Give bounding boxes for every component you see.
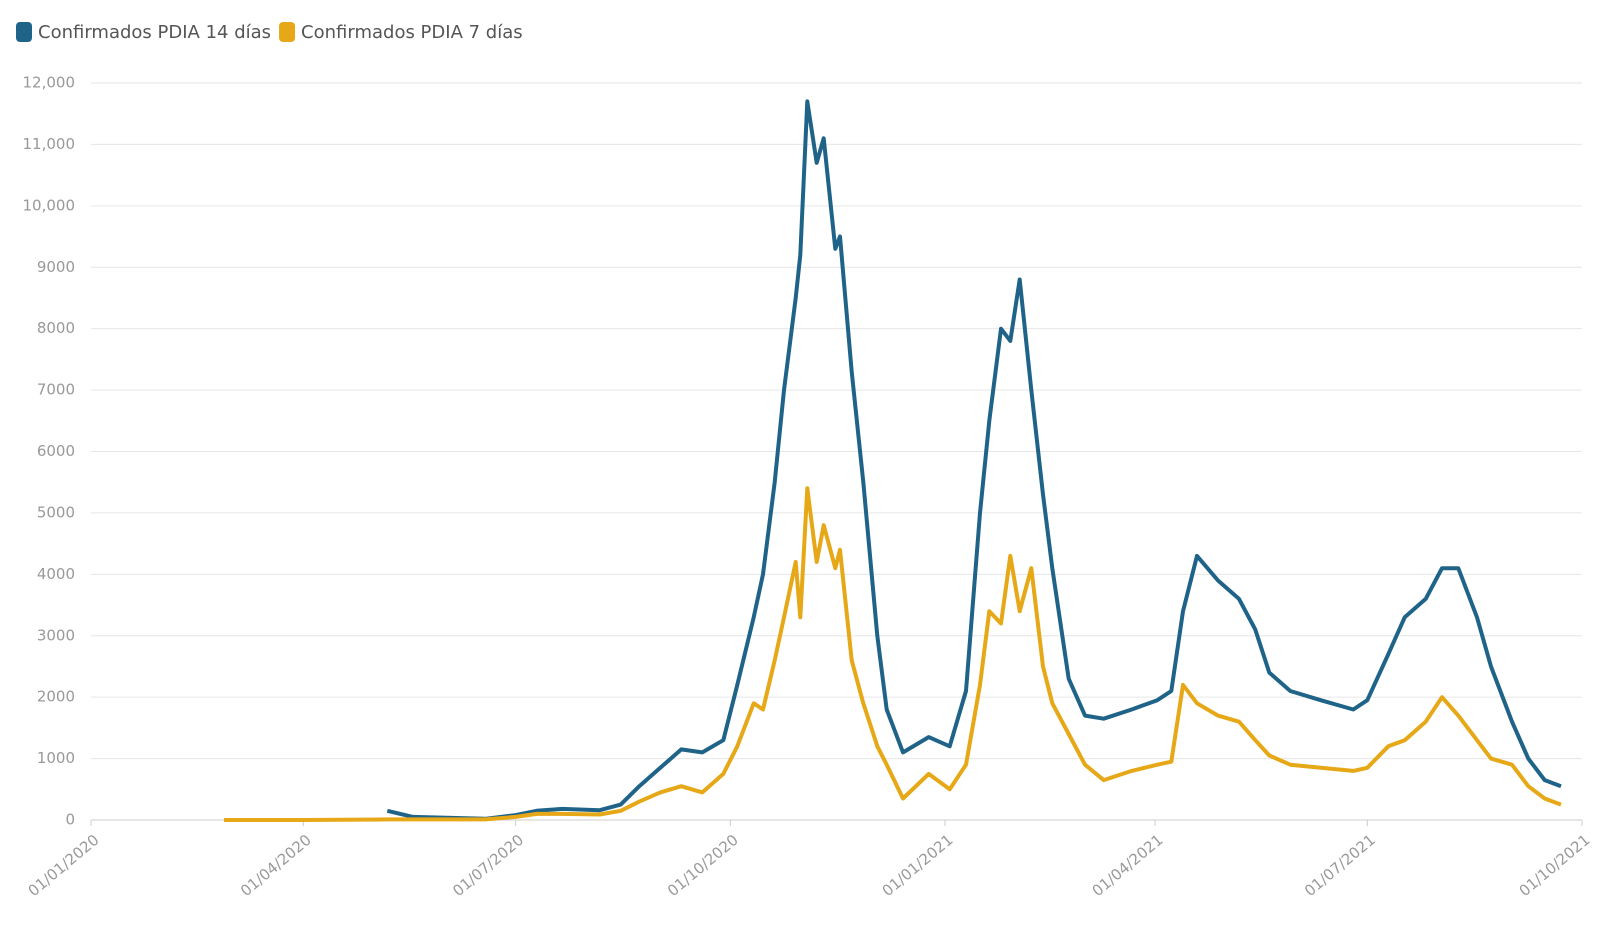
legend-label: Confirmados PDIA 7 días: [301, 22, 523, 43]
x-tick-label: 01/04/2021: [1089, 831, 1167, 900]
x-tick-label: 01/04/2020: [237, 831, 315, 900]
y-tick-label: 11,000: [23, 135, 76, 153]
y-tick-label: 10,000: [23, 196, 76, 214]
y-tick-label: 5000: [37, 503, 75, 521]
x-tick-label: 01/07/2020: [449, 831, 527, 900]
y-tick-label: 4000: [37, 565, 75, 583]
legend-swatch: [16, 22, 32, 42]
legend-swatch: [279, 22, 296, 42]
y-tick-label: 1000: [37, 749, 75, 767]
series-line: [386, 99, 1562, 821]
x-tick-label: 01/01/2021: [879, 831, 957, 900]
y-tick-label: 6000: [37, 442, 75, 460]
y-tick-label: 9000: [37, 258, 75, 276]
legend-label: Confirmados PDIA 14 días: [38, 22, 271, 43]
x-tick-label: 01/01/2020: [25, 831, 103, 900]
x-tick-label: 01/10/2020: [664, 831, 742, 900]
series-line: [224, 486, 1562, 822]
y-tick-label: 0: [65, 811, 75, 829]
x-tick-label: 01/10/2021: [1516, 831, 1594, 900]
y-tick-label: 8000: [37, 319, 75, 337]
y-tick-label: 12,000: [23, 74, 76, 92]
y-tick-label: 3000: [37, 626, 75, 644]
x-tick-label: 01/07/2021: [1301, 831, 1379, 900]
y-tick-label: 7000: [37, 381, 75, 399]
y-tick-label: 2000: [37, 688, 75, 706]
